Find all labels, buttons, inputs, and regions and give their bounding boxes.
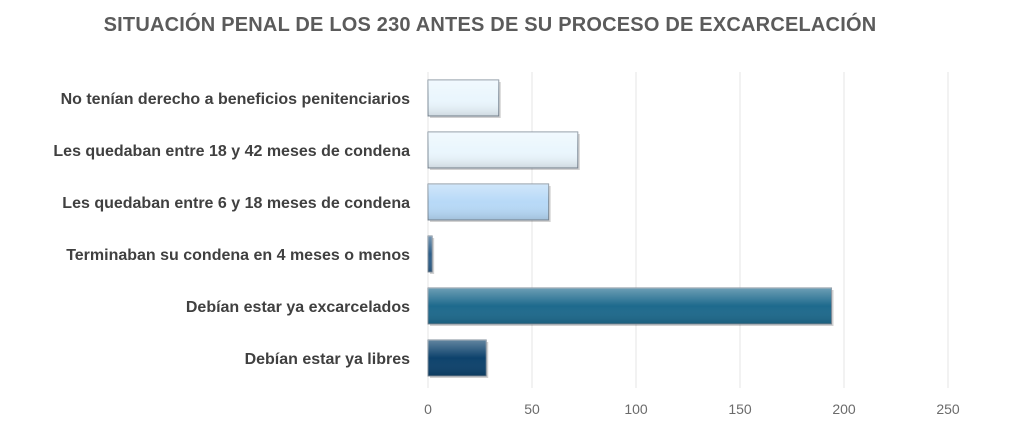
category-label: Les quedaban entre 18 y 42 meses de cond… <box>53 143 410 160</box>
x-tick-label: 100 <box>624 401 648 417</box>
bar-highlight <box>428 236 433 272</box>
chart-title: SITUACIÓN PENAL DE LOS 230 ANTES DE SU P… <box>103 14 877 36</box>
bar-highlight <box>428 340 487 376</box>
bar-highlight <box>428 288 832 324</box>
x-tick-label: 50 <box>524 401 540 417</box>
category-label: Les quedaban entre 6 y 18 meses de conde… <box>62 195 410 212</box>
x-tick-label: 200 <box>832 401 856 417</box>
category-label: No tenían derecho a beneficios penitenci… <box>61 91 411 108</box>
x-tick-label: 150 <box>728 401 752 417</box>
category-label: Terminaban su condena en 4 meses o menos <box>66 247 410 264</box>
bar-highlight <box>428 132 578 168</box>
x-tick-label: 250 <box>936 401 960 417</box>
category-label: Debían estar ya libres <box>245 351 411 368</box>
bar-highlight <box>428 184 549 220</box>
category-label: Debían estar ya excarcelados <box>186 299 410 316</box>
bar-highlight <box>428 80 499 116</box>
x-tick-label: 0 <box>424 401 432 417</box>
